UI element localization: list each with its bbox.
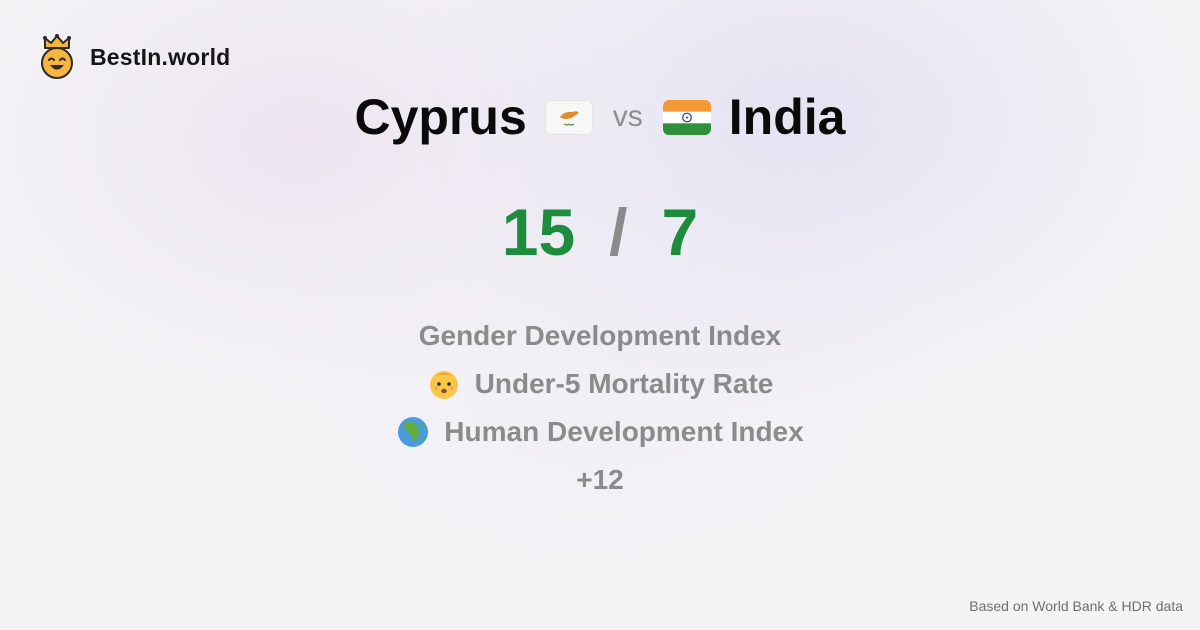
india-flag-icon (662, 99, 711, 135)
vs-label: vs (612, 100, 643, 133)
right-country-name: India (728, 89, 846, 145)
metric-label: Under-5 Mortality Rate (474, 368, 774, 399)
metric-gender-development-index: Gender Development Index (419, 312, 782, 360)
comparison-title: Cyprus vs India (0, 84, 1200, 150)
brand-name: BestIn.world (90, 43, 231, 70)
metrics-list: Gender Development Index Under-5 Mortali… (0, 312, 1200, 504)
baby-face-icon (429, 371, 458, 399)
metric-label: +12 (576, 464, 624, 495)
left-country-name: Cyprus (354, 89, 527, 145)
globe-africa-icon (398, 417, 429, 447)
data-source-note: Based on World Bank & HDR data (969, 598, 1183, 614)
metric-under-5-mortality-rate: Under-5 Mortality Rate (427, 360, 774, 408)
score-display: 15 / 7 (0, 192, 1200, 272)
crowned-smiley-icon (41, 34, 73, 79)
cyprus-flag-icon (544, 99, 593, 135)
score-separator: / (609, 195, 628, 269)
metric-more-count: +12 (576, 456, 624, 504)
brand[interactable]: BestIn.world (38, 34, 230, 80)
left-score: 15 (501, 195, 576, 269)
metric-label: Human Development Index (444, 416, 804, 447)
right-score: 7 (661, 195, 699, 269)
metric-label: Gender Development Index (418, 320, 782, 351)
metric-human-development-index: Human Development Index (396, 408, 804, 456)
